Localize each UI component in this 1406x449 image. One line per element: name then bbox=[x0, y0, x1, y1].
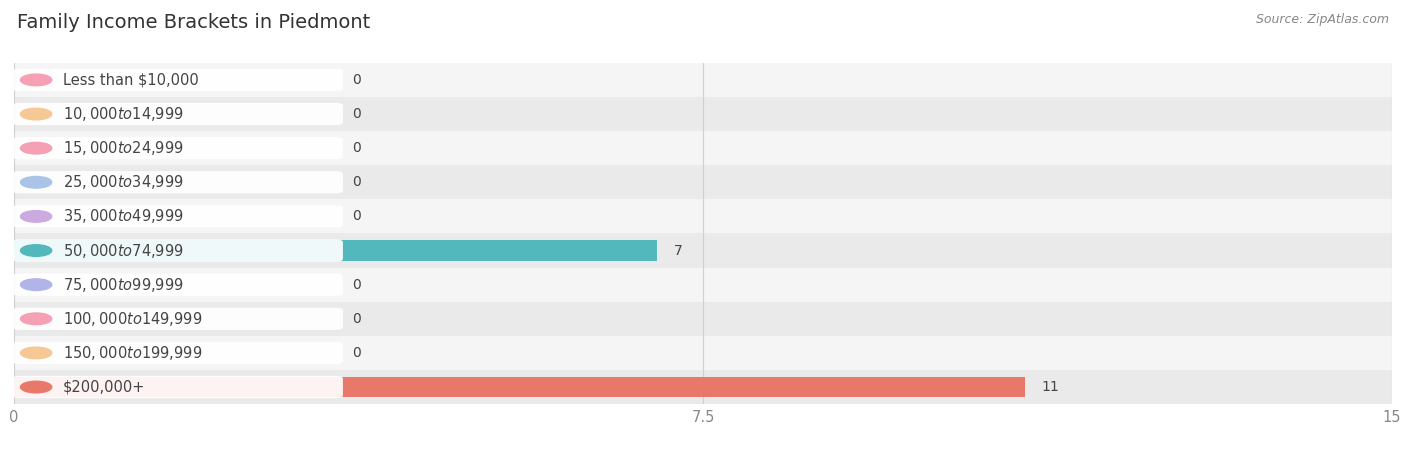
Bar bbox=[14, 370, 1392, 404]
Text: 0: 0 bbox=[352, 175, 361, 189]
FancyBboxPatch shape bbox=[13, 342, 343, 364]
Text: $15,000 to $24,999: $15,000 to $24,999 bbox=[63, 139, 184, 157]
Text: $75,000 to $99,999: $75,000 to $99,999 bbox=[63, 276, 184, 294]
Bar bbox=[14, 97, 1392, 131]
Circle shape bbox=[21, 313, 52, 325]
Circle shape bbox=[21, 347, 52, 359]
Circle shape bbox=[21, 279, 52, 291]
Text: 0: 0 bbox=[352, 209, 361, 224]
Text: 0: 0 bbox=[352, 141, 361, 155]
Circle shape bbox=[21, 108, 52, 120]
Text: 0: 0 bbox=[352, 312, 361, 326]
Circle shape bbox=[21, 381, 52, 393]
FancyBboxPatch shape bbox=[13, 171, 343, 194]
Text: $150,000 to $199,999: $150,000 to $199,999 bbox=[63, 344, 202, 362]
Bar bbox=[14, 233, 1392, 268]
FancyBboxPatch shape bbox=[13, 239, 343, 262]
Text: 0: 0 bbox=[352, 346, 361, 360]
Text: 11: 11 bbox=[1040, 380, 1059, 394]
Text: $50,000 to $74,999: $50,000 to $74,999 bbox=[63, 242, 184, 260]
FancyBboxPatch shape bbox=[13, 137, 343, 159]
Text: Family Income Brackets in Piedmont: Family Income Brackets in Piedmont bbox=[17, 13, 370, 32]
Text: $200,000+: $200,000+ bbox=[63, 379, 145, 395]
Text: 0: 0 bbox=[352, 277, 361, 292]
Text: Source: ZipAtlas.com: Source: ZipAtlas.com bbox=[1256, 13, 1389, 26]
Text: 0: 0 bbox=[352, 73, 361, 87]
Text: $100,000 to $149,999: $100,000 to $149,999 bbox=[63, 310, 202, 328]
FancyBboxPatch shape bbox=[13, 69, 343, 91]
Bar bbox=[14, 268, 1392, 302]
FancyBboxPatch shape bbox=[13, 103, 343, 125]
Circle shape bbox=[21, 142, 52, 154]
FancyBboxPatch shape bbox=[13, 308, 343, 330]
FancyBboxPatch shape bbox=[13, 376, 343, 398]
Bar bbox=[14, 199, 1392, 233]
Text: 7: 7 bbox=[673, 243, 682, 258]
Bar bbox=[14, 63, 1392, 97]
Text: $25,000 to $34,999: $25,000 to $34,999 bbox=[63, 173, 184, 191]
Circle shape bbox=[21, 245, 52, 256]
Bar bbox=[14, 336, 1392, 370]
Text: Less than $10,000: Less than $10,000 bbox=[63, 72, 198, 88]
Bar bbox=[14, 377, 1025, 397]
Circle shape bbox=[21, 211, 52, 222]
Text: $35,000 to $49,999: $35,000 to $49,999 bbox=[63, 207, 184, 225]
FancyBboxPatch shape bbox=[13, 273, 343, 296]
Text: 0: 0 bbox=[352, 107, 361, 121]
Bar bbox=[14, 302, 1392, 336]
Bar bbox=[14, 131, 1392, 165]
Bar bbox=[14, 240, 657, 261]
Text: $10,000 to $14,999: $10,000 to $14,999 bbox=[63, 105, 184, 123]
Circle shape bbox=[21, 74, 52, 86]
Circle shape bbox=[21, 176, 52, 188]
FancyBboxPatch shape bbox=[13, 205, 343, 228]
Bar bbox=[14, 165, 1392, 199]
